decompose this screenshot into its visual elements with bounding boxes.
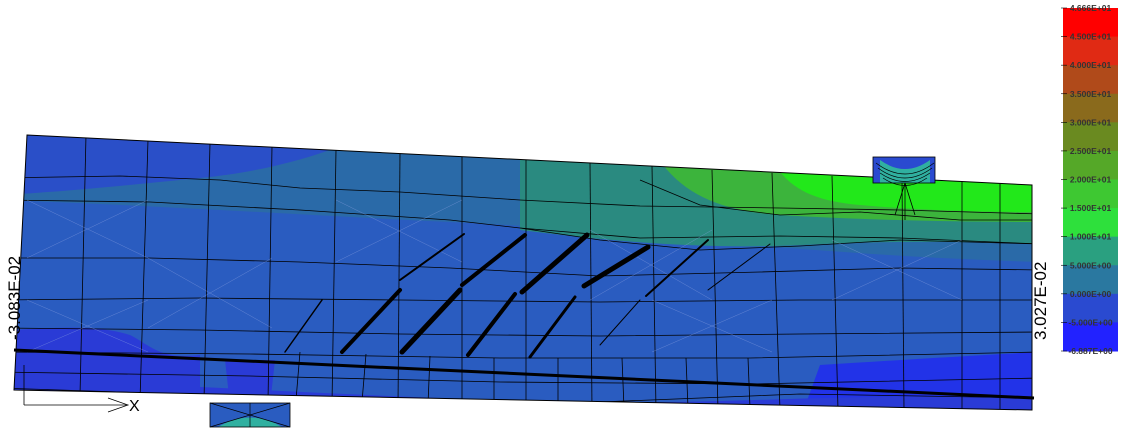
legend-label-10: 0.000E+00 xyxy=(1070,289,1112,299)
mesh-v12 xyxy=(771,172,781,410)
legend-swatch-7 xyxy=(1063,208,1118,238)
diag-6 xyxy=(335,199,463,263)
mesh-lv1 xyxy=(295,351,301,401)
support-plate-outline xyxy=(209,402,291,428)
legend-swatch-4 xyxy=(1063,122,1118,152)
legend-swatch-3 xyxy=(1063,93,1118,123)
mesh-h3 xyxy=(14,297,1032,303)
mesh-lv8 xyxy=(747,357,751,409)
mesh-lv6 xyxy=(621,357,625,409)
crack-8 xyxy=(399,287,463,355)
mesh-v6 xyxy=(397,152,401,407)
mesh-v3 xyxy=(203,142,211,401)
mesh-v4 xyxy=(267,145,273,403)
mesh-v5 xyxy=(331,149,337,405)
crack-10 xyxy=(528,295,577,359)
axis-arrow-icon xyxy=(107,397,130,413)
legend-swatch-5 xyxy=(1063,150,1118,180)
legend-swatch-1 xyxy=(1063,36,1118,66)
legend-label-4: 3.000E+01 xyxy=(1070,117,1112,127)
legend-label-2: 4.000E+01 xyxy=(1070,60,1112,70)
legend-label-7: 1.500E+01 xyxy=(1070,203,1112,213)
right-edge-label: 3.027E-02 xyxy=(1031,262,1050,340)
mesh-h6 xyxy=(14,371,1032,385)
crack-12 xyxy=(599,299,641,346)
crack-7 xyxy=(340,288,402,354)
mesh-lv3 xyxy=(427,355,431,405)
top-plate-contours xyxy=(875,162,935,186)
top-plate-fan xyxy=(894,182,916,220)
legend-label-12: -6.887E+00 xyxy=(1068,346,1112,356)
region-support-patch xyxy=(225,360,275,405)
crack-6 xyxy=(707,243,771,291)
top-plate-outline xyxy=(872,156,936,184)
legend-label-9: 5.000E+00 xyxy=(1070,260,1112,270)
crack-2 xyxy=(460,233,527,287)
legend-label-8: 1.000E+01 xyxy=(1070,232,1112,242)
legend-swatch-6 xyxy=(1063,179,1118,209)
legend-label-0: 4.666E+01 xyxy=(1070,3,1112,13)
mesh-h4 xyxy=(14,327,1032,337)
color-legend: 4.666E+01 4.500E+01 4.000E+01 3.500E+01 3.00… xyxy=(1061,3,1118,356)
mesh-h5 xyxy=(14,351,1032,359)
axis-x-label: X xyxy=(129,398,140,415)
mesh-v11 xyxy=(711,169,719,410)
crack-9 xyxy=(466,292,517,357)
legend-label-6: 2.000E+01 xyxy=(1070,175,1112,185)
diag-14 xyxy=(651,299,773,353)
diag-4 xyxy=(147,257,273,329)
mesh-h2 xyxy=(14,257,1032,277)
diag-10 xyxy=(831,239,963,301)
mesh-h8 xyxy=(14,175,1032,215)
legend-swatch-10 xyxy=(1063,293,1118,323)
mesh-v9 xyxy=(589,162,593,410)
support-plate-cross xyxy=(209,402,291,428)
legend-label-1: 4.500E+01 xyxy=(1070,32,1112,42)
legend-swatch-8 xyxy=(1063,236,1118,266)
mesh-v14 xyxy=(901,179,905,410)
beam-outline xyxy=(13,134,1033,411)
top-plate-stress xyxy=(880,160,930,183)
legend-label-11: -5.000E+00 xyxy=(1068,317,1112,327)
legend-label-5: 2.500E+01 xyxy=(1070,146,1112,156)
region-left-bulge xyxy=(14,327,200,400)
legend-swatch-11 xyxy=(1063,322,1118,352)
mesh-lv2 xyxy=(361,353,367,403)
crack-3 xyxy=(519,232,590,295)
legend-swatch-9 xyxy=(1063,265,1118,295)
axis-indicator: X xyxy=(23,365,140,415)
bottom-support-plate xyxy=(209,402,291,428)
legend-swatch-2 xyxy=(1063,65,1118,95)
mesh-lines xyxy=(14,135,1032,410)
diag-8 xyxy=(589,229,713,301)
diag-2 xyxy=(26,199,149,259)
crack-11 xyxy=(284,299,323,353)
crack-1 xyxy=(399,233,465,281)
crack-5 xyxy=(645,239,709,297)
mesh-diagonals xyxy=(26,199,963,353)
legend-label-3: 3.500E+01 xyxy=(1070,89,1112,99)
mesh-contour-green xyxy=(639,179,1032,221)
legend-swatch-0 xyxy=(1063,8,1118,38)
crack-lines xyxy=(284,232,771,359)
diag-12 xyxy=(26,299,149,353)
left-edge-label: -3.083E-02 xyxy=(5,256,24,340)
crack-4 xyxy=(581,244,651,289)
top-loading-plate xyxy=(872,156,936,220)
mesh-v13 xyxy=(831,175,839,410)
reinforcement-bar xyxy=(13,348,1035,400)
